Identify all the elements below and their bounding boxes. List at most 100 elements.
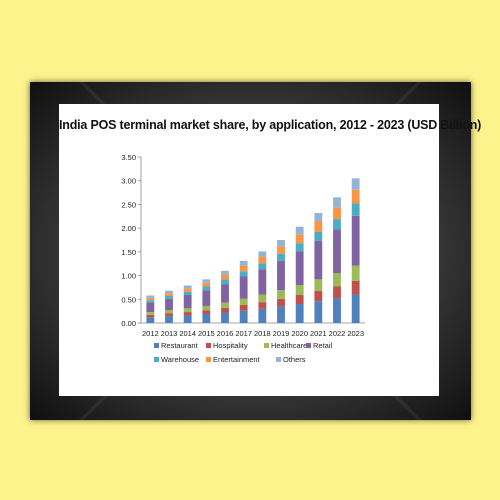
bar-segment-restaurant: [146, 317, 155, 323]
bar-segment-retail: [239, 276, 248, 299]
bar-segment-healthcare: [239, 298, 248, 305]
bar-segment-others: [351, 178, 360, 190]
bar-segment-healthcare: [221, 302, 229, 308]
bar-segment-warehouse: [314, 231, 323, 241]
bar-segment-retail: [277, 260, 285, 291]
y-tick-label: 2.50: [121, 200, 136, 209]
x-tick-label: 2017: [235, 329, 252, 338]
bar-segment-others: [277, 240, 285, 247]
bar-segment-retail: [351, 215, 360, 266]
bar-segment-hospitality: [183, 312, 192, 316]
x-tick-label: 2015: [198, 329, 215, 338]
bar-segment-others: [295, 226, 304, 235]
bar-segment-entertainment: [221, 274, 229, 280]
bar-segment-entertainment: [295, 234, 304, 244]
bar-segment-hospitality: [258, 302, 267, 309]
bar-segment-hospitality: [165, 313, 173, 317]
legend-swatch-others: [276, 357, 281, 362]
bar-segment-hospitality: [146, 314, 155, 318]
bar-segment-hospitality: [277, 298, 285, 307]
bar-segment-others: [221, 270, 229, 275]
bar-segment-others: [258, 251, 267, 257]
x-tick-label: 2023: [347, 329, 364, 338]
bar-segment-healthcare: [202, 305, 211, 311]
bar-segment-others: [239, 260, 248, 266]
bar-segment-retail: [202, 290, 211, 306]
bar-segment-healthcare: [146, 312, 155, 315]
bar-segment-entertainment: [314, 221, 323, 232]
legend-swatch-restaurant: [154, 343, 159, 348]
bar-segment-hospitality: [314, 290, 323, 302]
bar-segment-healthcare: [183, 308, 192, 313]
x-tick-label: 2014: [179, 329, 196, 338]
bar-segment-entertainment: [239, 265, 248, 272]
bar-segment-retail: [183, 295, 192, 309]
bar-segment-entertainment: [165, 293, 173, 296]
bar-segment-entertainment: [202, 282, 211, 287]
bar-segment-others: [202, 279, 211, 283]
legend-label-others: Others: [283, 355, 306, 364]
chart-title: India POS terminal market share, by appl…: [59, 118, 482, 132]
bar-segment-warehouse: [146, 300, 155, 303]
y-tick-label: 3.00: [121, 177, 136, 186]
bar-segment-entertainment: [333, 207, 341, 220]
y-tick-label: 1.50: [121, 248, 136, 257]
bar-segment-warehouse: [165, 295, 173, 299]
x-tick-label: 2016: [217, 329, 234, 338]
bar-segment-entertainment: [277, 246, 285, 254]
bar-segment-others: [314, 212, 323, 222]
bar-segment-entertainment: [258, 256, 267, 264]
x-tick-label: 2022: [329, 329, 346, 338]
bar-segment-restaurant: [202, 313, 211, 323]
bar-segment-warehouse: [277, 253, 285, 261]
legend-label-entertainment: Entertainment: [213, 355, 261, 364]
bar-segment-warehouse: [258, 263, 267, 270]
x-tick-label: 2018: [254, 329, 271, 338]
legend-label-restaurant: Restaurant: [161, 341, 199, 350]
y-tick-label: 0.00: [121, 319, 136, 328]
y-tick-label: 2.00: [121, 224, 136, 233]
bar-segment-hospitality: [333, 286, 341, 299]
bar-segment-healthcare: [277, 290, 285, 299]
bar-segment-entertainment: [351, 189, 360, 204]
legend-swatch-hospitality: [206, 343, 211, 348]
bar-segment-hospitality: [351, 280, 360, 295]
bar-segment-restaurant: [221, 312, 229, 323]
legend-swatch-healthcare: [264, 343, 269, 348]
bar-segment-healthcare: [351, 265, 360, 281]
bar-segment-warehouse: [202, 286, 211, 291]
bar-segment-warehouse: [239, 271, 248, 277]
bar-segment-hospitality: [239, 304, 248, 311]
bar-segment-others: [183, 285, 192, 289]
bar-segment-restaurant: [333, 298, 341, 323]
bar-segment-warehouse: [295, 243, 304, 252]
bar-segment-restaurant: [351, 294, 360, 323]
bar-segment-entertainment: [146, 297, 155, 301]
legend-swatch-retail: [306, 343, 311, 348]
chart-svg: 0.00 0.50 1.00 1.50 2.00 2.50 3.00 3.50 2012 2013…: [121, 153, 365, 364]
bar-segment-healthcare: [333, 273, 341, 287]
x-tick-label: 2020: [291, 329, 308, 338]
bar-segment-restaurant: [258, 308, 267, 323]
bar-segment-restaurant: [295, 304, 304, 323]
bar-segment-others: [165, 290, 173, 294]
legend-label-hospitality: Hospitality: [213, 341, 248, 350]
bar-segment-restaurant: [183, 315, 192, 323]
bar-segment-retail: [314, 240, 323, 280]
bar-segment-retail: [146, 302, 155, 313]
bar-segment-hospitality: [295, 295, 304, 305]
chart-canvas: India POS terminal market share, by appl…: [59, 104, 482, 396]
y-tick-label: 1.00: [121, 272, 136, 281]
legend-label-healthcare: Healthcare: [271, 341, 307, 350]
x-tick-label: 2021: [310, 329, 327, 338]
x-tick-label: 2019: [273, 329, 290, 338]
y-tick-label: 3.50: [121, 153, 136, 162]
x-tick-label: 2013: [161, 329, 178, 338]
legend-swatch-entertainment: [206, 357, 211, 362]
legend-label-warehouse: Warehouse: [161, 355, 199, 364]
bar-segment-restaurant: [165, 316, 173, 323]
bar-segment-hospitality: [202, 310, 211, 314]
bar-segment-hospitality: [221, 307, 229, 313]
bar-segment-warehouse: [333, 219, 341, 230]
y-tick-label: 0.50: [121, 295, 136, 304]
